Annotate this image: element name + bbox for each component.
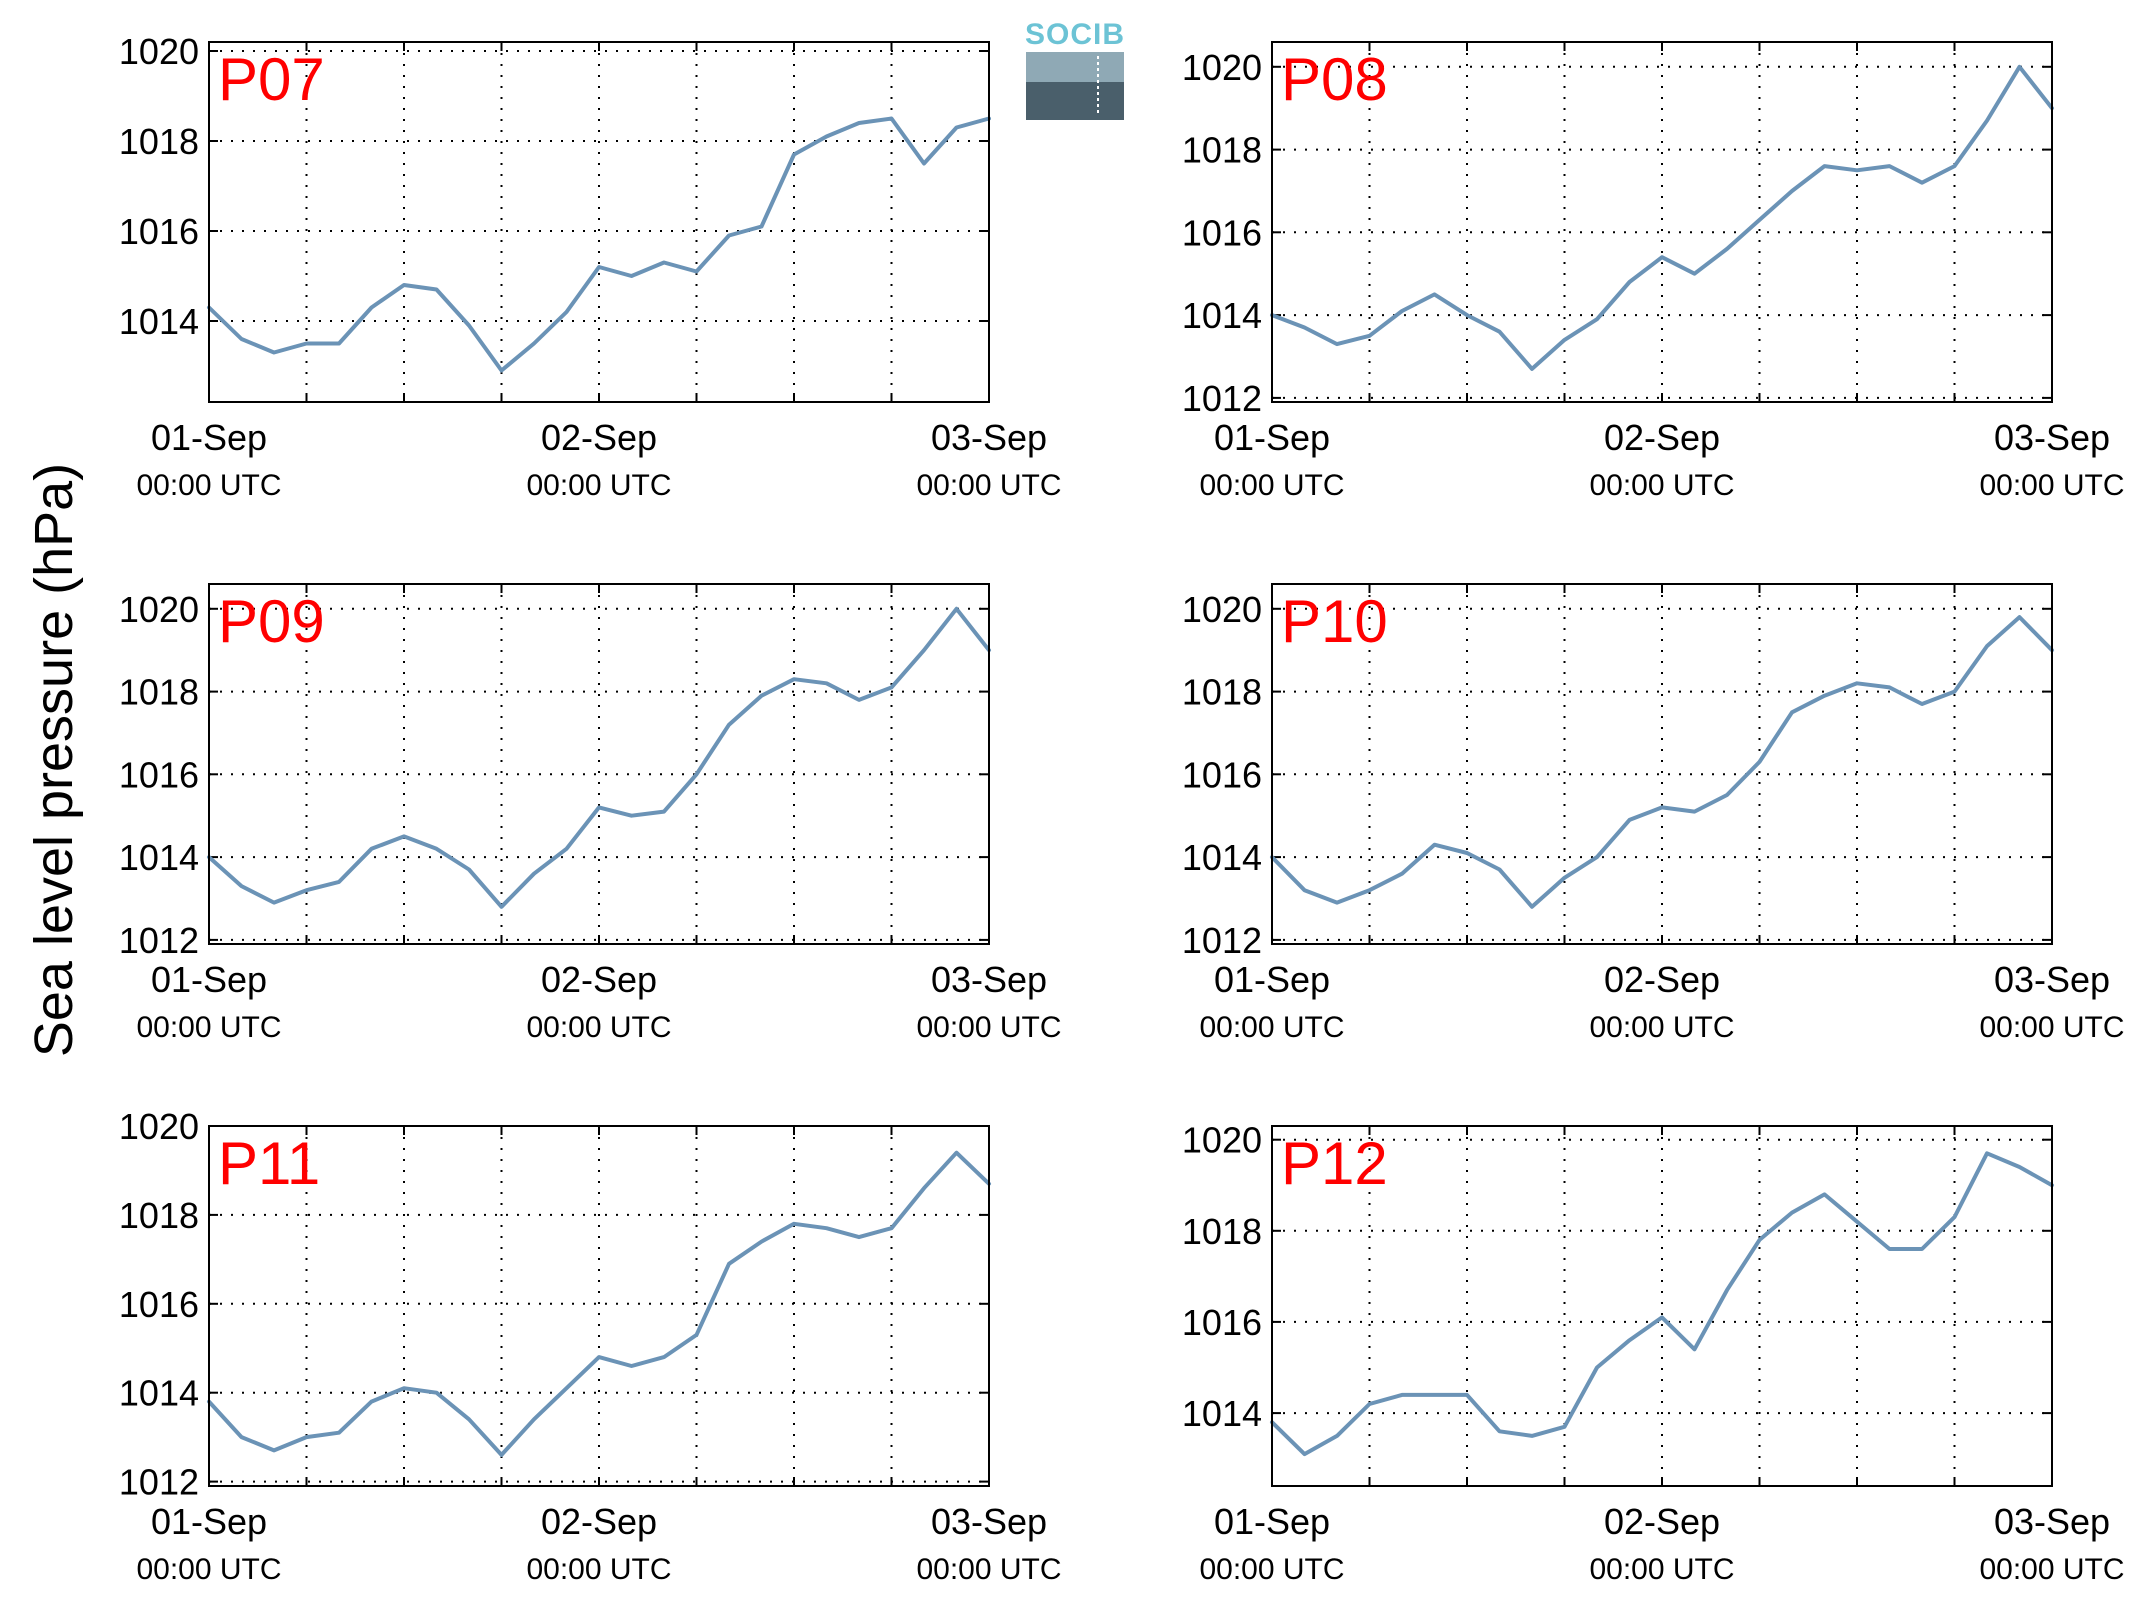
y-tick-label: 1014 bbox=[119, 837, 199, 878]
x-tick-label: 02-Sep bbox=[1604, 417, 1720, 458]
y-axis-label: Sea level pressure (hPa) bbox=[24, 463, 84, 1057]
panel-p09: 1012 1014 1016 1018 1020 01-Sep 00:00 UTC 02-Se… bbox=[119, 583, 1062, 1044]
x-tick-time-label: 00:00 UTC bbox=[1589, 1553, 1734, 1586]
y-tick-label: 1012 bbox=[119, 920, 199, 961]
y-tick-label: 1012 bbox=[1182, 920, 1262, 961]
logo-text: SOCIB bbox=[1025, 18, 1125, 51]
axes-frame bbox=[1271, 41, 2053, 403]
series-line-p11 bbox=[207, 1150, 991, 1457]
x-tick-time-label: 00:00 UTC bbox=[1979, 469, 2124, 502]
x-tick-time-label: 00:00 UTC bbox=[136, 469, 281, 502]
y-tick-label: 1020 bbox=[1182, 47, 1262, 88]
x-tick-time-label: 00:00 UTC bbox=[136, 1011, 281, 1044]
x-tick-label: 01-Sep bbox=[1214, 959, 1330, 1000]
x-tick-label: 02-Sep bbox=[1604, 959, 1720, 1000]
x-tick-label: 03-Sep bbox=[1994, 959, 2110, 1000]
y-tick-label: 1018 bbox=[1182, 1211, 1262, 1252]
panel-label: P12 bbox=[1281, 1130, 1388, 1197]
y-tick-label: 1016 bbox=[1182, 1302, 1262, 1343]
x-tick-time-label: 00:00 UTC bbox=[136, 1553, 281, 1586]
logo-box-top bbox=[1026, 52, 1124, 82]
axes-frame bbox=[208, 1125, 990, 1487]
y-tick-label: 1016 bbox=[119, 211, 199, 252]
panel-p12: 1014 1016 1018 1020 01-Sep 00:00 UTC 02-Sep 00:… bbox=[1182, 1120, 2125, 1586]
y-tick-label: 1014 bbox=[1182, 295, 1262, 336]
x-tick-label: 01-Sep bbox=[1214, 417, 1330, 458]
y-tick-label: 1020 bbox=[119, 31, 199, 72]
panel-p08: 1012 1014 1016 1018 1020 01-Sep 00:00 UTC 02-Se… bbox=[1182, 41, 2125, 502]
x-tick-label: 03-Sep bbox=[931, 1501, 1047, 1542]
x-tick-time-label: 00:00 UTC bbox=[1199, 469, 1344, 502]
y-tick-label: 1020 bbox=[119, 589, 199, 630]
x-tick-time-label: 00:00 UTC bbox=[526, 1011, 671, 1044]
x-tick-time-label: 00:00 UTC bbox=[1979, 1011, 2124, 1044]
series-line-p08 bbox=[1270, 64, 2054, 371]
series-line-p12 bbox=[1270, 1151, 2054, 1457]
x-tick-label: 03-Sep bbox=[931, 959, 1047, 1000]
x-tick-time-label: 00:00 UTC bbox=[916, 1553, 1061, 1586]
panel-label: P07 bbox=[218, 46, 325, 113]
axes-frame bbox=[208, 583, 990, 945]
x-tick-label: 01-Sep bbox=[151, 959, 267, 1000]
x-tick-label: 02-Sep bbox=[541, 1501, 657, 1542]
panel-p10: 1012 1014 1016 1018 1020 01-Sep 00:00 UTC 02-Se… bbox=[1182, 583, 2125, 1044]
axes-frame bbox=[1271, 1125, 2053, 1487]
y-tick-label: 1016 bbox=[1182, 212, 1262, 253]
y-tick-label: 1016 bbox=[119, 1284, 199, 1325]
y-tick-label: 1020 bbox=[119, 1106, 199, 1147]
y-tick-label: 1012 bbox=[119, 1462, 199, 1503]
y-tick-label: 1014 bbox=[119, 1373, 199, 1414]
x-tick-time-label: 00:00 UTC bbox=[1589, 469, 1734, 502]
x-tick-label: 03-Sep bbox=[1994, 417, 2110, 458]
x-tick-time-label: 00:00 UTC bbox=[1199, 1011, 1344, 1044]
panel-label: P11 bbox=[218, 1130, 320, 1197]
x-tick-label: 02-Sep bbox=[1604, 1501, 1720, 1542]
x-tick-label: 03-Sep bbox=[931, 417, 1047, 458]
x-tick-label: 03-Sep bbox=[1994, 1501, 2110, 1542]
x-tick-label: 01-Sep bbox=[151, 1501, 267, 1542]
socib-logo-icon: SOCIB bbox=[1025, 18, 1125, 120]
x-tick-time-label: 00:00 UTC bbox=[1979, 1553, 2124, 1586]
x-tick-time-label: 00:00 UTC bbox=[526, 469, 671, 502]
x-tick-time-label: 00:00 UTC bbox=[916, 469, 1061, 502]
panel-label: P08 bbox=[1281, 46, 1388, 113]
x-tick-label: 02-Sep bbox=[541, 417, 657, 458]
y-tick-label: 1014 bbox=[119, 301, 199, 342]
x-tick-time-label: 00:00 UTC bbox=[1589, 1011, 1734, 1044]
y-tick-label: 1018 bbox=[119, 1195, 199, 1236]
y-tick-label: 1018 bbox=[1182, 130, 1262, 171]
y-tick-label: 1014 bbox=[1182, 1393, 1262, 1434]
panel-p11: 1012 1014 1016 1018 1020 01-Sep 00:00 UTC 02-Se… bbox=[119, 1106, 1062, 1586]
y-tick-label: 1020 bbox=[1182, 1120, 1262, 1161]
axes-frame bbox=[1271, 583, 2053, 945]
panel-p07: 1014 1016 1018 1020 01-Sep 00:00 UTC 02-Sep 00:… bbox=[119, 31, 1062, 502]
series-line-p10 bbox=[1270, 615, 2054, 909]
y-tick-label: 1016 bbox=[1182, 754, 1262, 795]
x-tick-label: 02-Sep bbox=[541, 959, 657, 1000]
x-tick-time-label: 00:00 UTC bbox=[916, 1011, 1061, 1044]
y-tick-label: 1018 bbox=[119, 121, 199, 162]
y-tick-label: 1012 bbox=[1182, 378, 1262, 419]
y-tick-label: 1016 bbox=[119, 754, 199, 795]
y-tick-label: 1018 bbox=[1182, 672, 1262, 713]
y-tick-label: 1020 bbox=[1182, 589, 1262, 630]
series-line-p09 bbox=[207, 606, 991, 909]
y-tick-label: 1018 bbox=[119, 672, 199, 713]
y-tick-label: 1014 bbox=[1182, 837, 1262, 878]
series-line-p07 bbox=[207, 116, 991, 373]
x-tick-time-label: 00:00 UTC bbox=[1199, 1553, 1344, 1586]
x-tick-label: 01-Sep bbox=[1214, 1501, 1330, 1542]
x-tick-time-label: 00:00 UTC bbox=[526, 1553, 671, 1586]
x-tick-label: 01-Sep bbox=[151, 417, 267, 458]
panel-label: P09 bbox=[218, 588, 325, 655]
axes-frame bbox=[208, 41, 990, 403]
panel-label: P10 bbox=[1281, 588, 1388, 655]
